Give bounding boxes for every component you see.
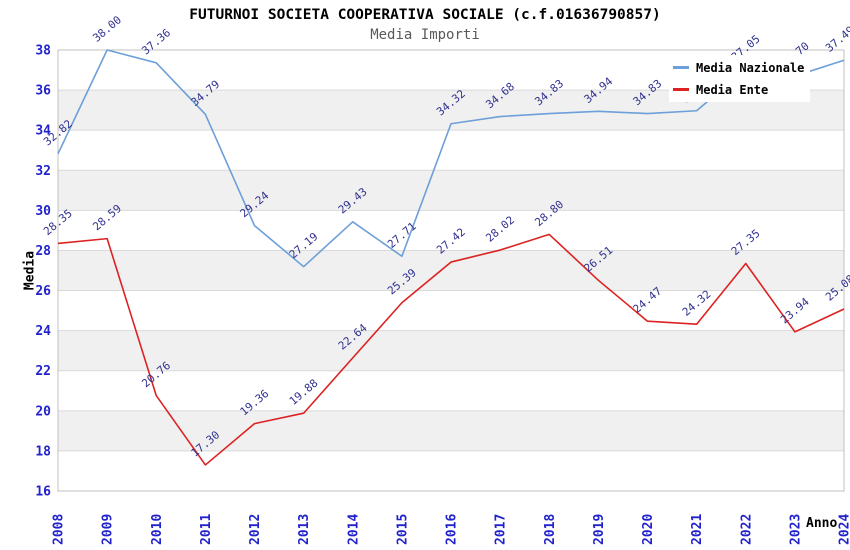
svg-text:2012: 2012 (248, 514, 263, 545)
svg-text:2021: 2021 (690, 514, 705, 545)
svg-text:2016: 2016 (445, 514, 460, 545)
svg-text:16: 16 (35, 485, 51, 500)
svg-text:2024: 2024 (838, 514, 850, 545)
chart-subtitle: Media Importi (370, 27, 480, 43)
svg-text:37.49: 37.49 (823, 24, 850, 55)
y-axis-title: Media (22, 250, 38, 291)
svg-text:36: 36 (35, 84, 51, 99)
legend-label: Media Ente (696, 82, 769, 97)
x-axis-title: Anno (806, 516, 838, 531)
svg-text:2008: 2008 (52, 514, 67, 545)
svg-text:2023: 2023 (788, 514, 803, 545)
svg-text:20: 20 (35, 404, 51, 419)
svg-text:38.00: 38.00 (90, 13, 124, 44)
svg-text:2020: 2020 (641, 514, 656, 545)
svg-text:34: 34 (35, 124, 51, 139)
svg-text:32: 32 (35, 164, 51, 179)
svg-text:2010: 2010 (150, 514, 165, 545)
svg-text:18: 18 (35, 444, 51, 459)
chart-title: FUTURNOI SOCIETA COOPERATIVA SOCIALE (c.… (189, 7, 661, 23)
svg-text:28: 28 (35, 244, 51, 259)
svg-text:30: 30 (35, 204, 51, 219)
legend-item-media-nazionale: Media Nazionale (669, 59, 810, 77)
svg-text:2009: 2009 (101, 514, 116, 545)
svg-text:26: 26 (35, 284, 51, 299)
svg-text:2013: 2013 (297, 514, 312, 545)
legend-label: Media Nazionale (696, 60, 805, 75)
svg-text:2011: 2011 (199, 514, 214, 545)
svg-text:2017: 2017 (494, 514, 509, 545)
svg-text:2019: 2019 (592, 514, 607, 545)
svg-text:2015: 2015 (395, 514, 410, 545)
svg-text:2014: 2014 (346, 514, 361, 545)
legend-line-swatch-blue-icon (673, 66, 689, 69)
svg-text:2022: 2022 (739, 514, 754, 545)
svg-text:2018: 2018 (543, 514, 558, 545)
chart-legend: Media Nazionale Media Ente (669, 55, 810, 102)
svg-text:38: 38 (35, 44, 51, 59)
svg-text:24: 24 (35, 324, 51, 339)
legend-item-media-ente: Media Ente (669, 81, 810, 99)
legend-line-swatch-red-icon (673, 88, 689, 91)
svg-text:22: 22 (35, 364, 51, 379)
